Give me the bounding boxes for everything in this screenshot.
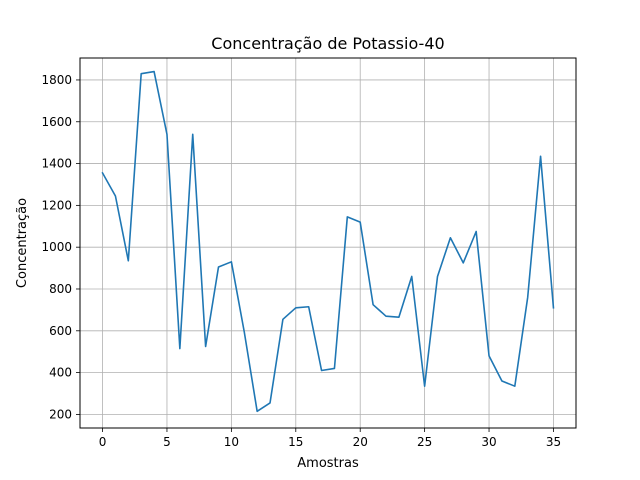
y-tick-label: 1200 (41, 198, 72, 212)
y-tick-label: 1000 (41, 240, 72, 254)
y-tick-label: 800 (49, 282, 72, 296)
x-tick-label: 30 (481, 435, 496, 449)
x-axis-label: Amostras (297, 456, 359, 471)
x-tick-label: 35 (546, 435, 561, 449)
x-tick-label: 15 (288, 435, 303, 449)
x-tick-label: 0 (99, 435, 107, 449)
plot-frame (79, 57, 577, 429)
y-tick-label: 600 (49, 324, 72, 338)
y-tick-label: 200 (49, 407, 72, 421)
series-layer (101, 70, 555, 413)
y-tick-label: 1800 (41, 73, 72, 87)
chart-title: Concentração de Potassio-40 (211, 34, 444, 53)
y-axis-label: Concentração (15, 198, 30, 288)
x-tick-label: 25 (417, 435, 432, 449)
x-tick-label: 5 (163, 435, 171, 449)
series-line (101, 70, 555, 413)
grid (80, 58, 576, 428)
ticks: 0 5 10 15 20 25 30 35 200 400 600 800 1000 1200 1400 16… (41, 73, 561, 449)
y-tick-label: 400 (49, 366, 72, 380)
y-tick-label: 1400 (41, 157, 72, 171)
y-tick-label: 1600 (41, 115, 72, 129)
x-tick-label: 20 (353, 435, 368, 449)
x-tick-label: 10 (224, 435, 239, 449)
